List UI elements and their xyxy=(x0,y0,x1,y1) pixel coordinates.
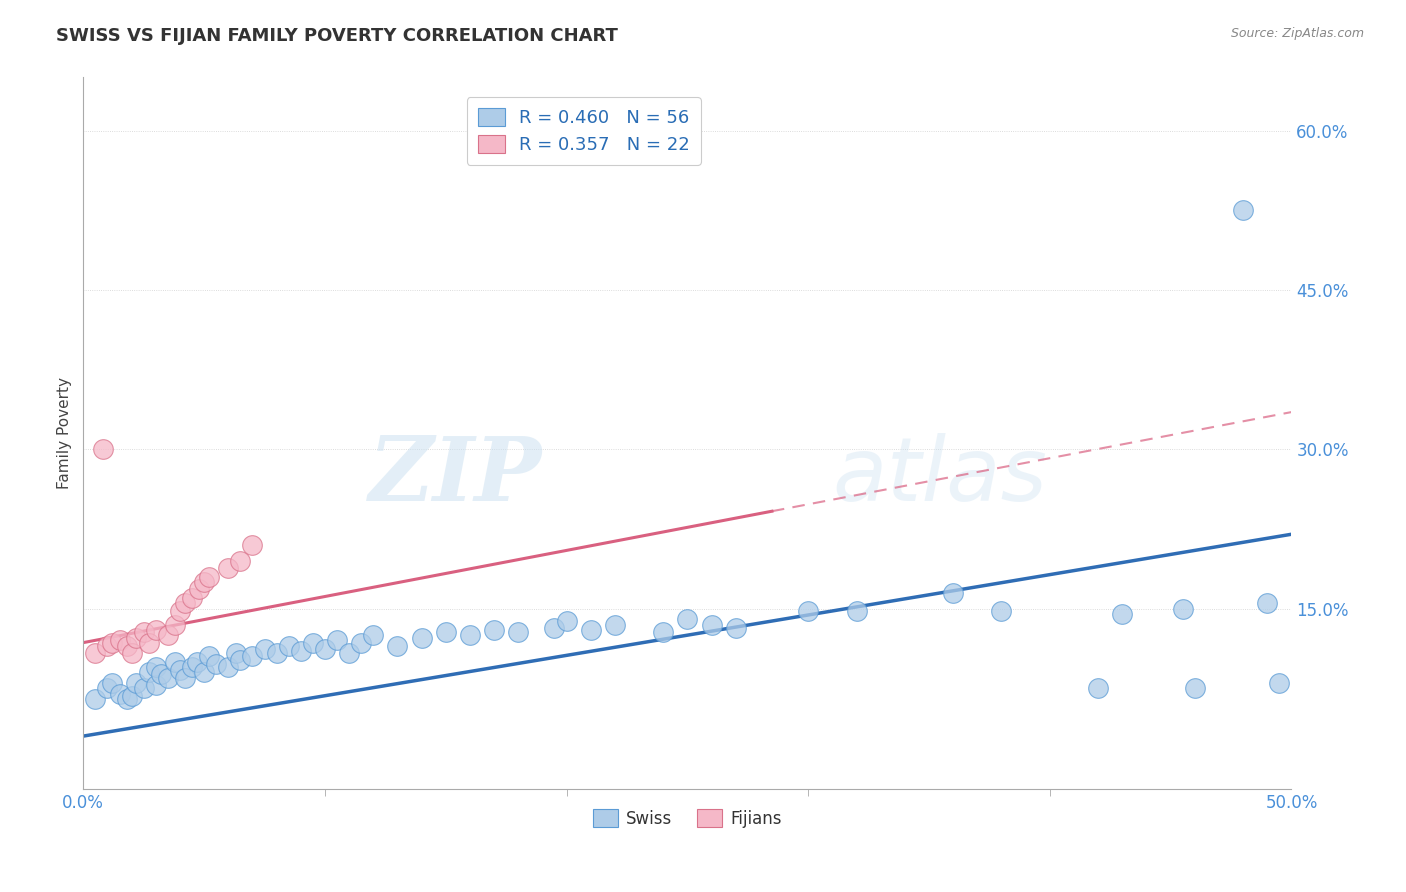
Point xyxy=(361,628,384,642)
Text: ZIP: ZIP xyxy=(368,433,543,519)
Point xyxy=(700,617,723,632)
Point xyxy=(290,644,312,658)
Point xyxy=(603,617,626,632)
Point xyxy=(1171,601,1194,615)
Point xyxy=(121,646,143,660)
Text: SWISS VS FIJIAN FAMILY POVERTY CORRELATION CHART: SWISS VS FIJIAN FAMILY POVERTY CORRELATI… xyxy=(56,27,619,45)
Point xyxy=(165,655,187,669)
Point xyxy=(125,676,148,690)
Point xyxy=(434,625,457,640)
Point xyxy=(149,667,172,681)
Point xyxy=(91,442,114,457)
Point xyxy=(652,625,675,640)
Point xyxy=(193,665,215,680)
Point xyxy=(1111,607,1133,621)
Point xyxy=(387,639,409,653)
Point xyxy=(266,646,288,660)
Point xyxy=(186,655,208,669)
Point xyxy=(277,639,299,653)
Point xyxy=(797,604,820,618)
Point xyxy=(411,632,433,646)
Point xyxy=(145,678,167,692)
Point xyxy=(169,604,191,618)
Legend: Swiss, Fijians: Swiss, Fijians xyxy=(586,803,789,834)
Point xyxy=(181,591,204,605)
Point xyxy=(165,617,187,632)
Point xyxy=(138,635,160,649)
Point xyxy=(156,628,179,642)
Point xyxy=(217,660,239,674)
Point xyxy=(724,621,747,635)
Point xyxy=(1232,203,1254,218)
Point xyxy=(508,625,530,640)
Point xyxy=(132,625,155,640)
Point xyxy=(482,623,505,637)
Point xyxy=(145,623,167,637)
Point xyxy=(205,657,228,671)
Point xyxy=(145,660,167,674)
Point xyxy=(193,575,215,590)
Point xyxy=(253,642,276,657)
Point xyxy=(242,538,264,552)
Point xyxy=(314,642,336,657)
Point xyxy=(1256,596,1278,610)
Point xyxy=(101,635,124,649)
Point xyxy=(173,671,195,685)
Point xyxy=(543,621,565,635)
Point xyxy=(579,623,602,637)
Text: Source: ZipAtlas.com: Source: ZipAtlas.com xyxy=(1230,27,1364,40)
Point xyxy=(125,632,148,646)
Point xyxy=(156,671,179,685)
Point xyxy=(188,582,211,597)
Point xyxy=(676,612,699,626)
Point xyxy=(350,635,373,649)
Point xyxy=(108,687,131,701)
Point xyxy=(229,554,252,568)
Point xyxy=(302,635,325,649)
Point xyxy=(96,639,118,653)
Point xyxy=(217,561,239,575)
Text: atlas: atlas xyxy=(832,433,1047,519)
Y-axis label: Family Poverty: Family Poverty xyxy=(58,377,72,490)
Point xyxy=(990,604,1012,618)
Point xyxy=(181,660,204,674)
Point xyxy=(225,646,247,660)
Point xyxy=(115,692,138,706)
Point xyxy=(1087,681,1109,696)
Point xyxy=(1184,681,1206,696)
Point xyxy=(845,604,868,618)
Point xyxy=(84,692,107,706)
Point xyxy=(173,596,195,610)
Point xyxy=(169,663,191,677)
Point xyxy=(229,652,252,666)
Point xyxy=(101,676,124,690)
Point xyxy=(337,646,360,660)
Point xyxy=(138,665,160,680)
Point xyxy=(942,585,965,599)
Point xyxy=(326,633,349,648)
Point xyxy=(121,689,143,703)
Point xyxy=(198,649,221,664)
Point xyxy=(84,646,107,660)
Point xyxy=(132,681,155,696)
Point xyxy=(96,681,118,696)
Point xyxy=(198,570,221,584)
Point xyxy=(555,615,578,629)
Point xyxy=(458,628,481,642)
Point xyxy=(115,639,138,653)
Point xyxy=(242,649,264,664)
Point xyxy=(108,633,131,648)
Point xyxy=(1268,676,1291,690)
